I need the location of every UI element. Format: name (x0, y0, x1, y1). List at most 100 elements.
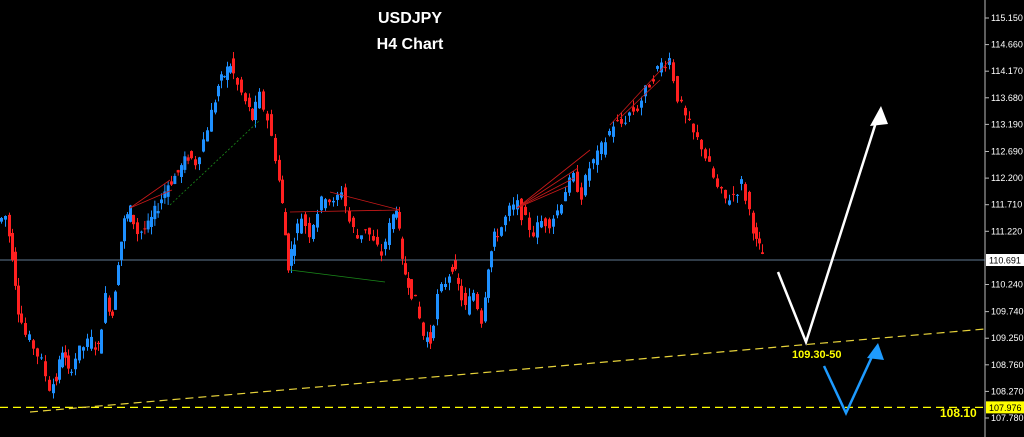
candle-body (384, 241, 387, 250)
lower-level-label: 107.976 (989, 403, 1022, 413)
candle-body (395, 210, 398, 218)
candle-body (220, 74, 223, 81)
candle-body (123, 218, 126, 242)
candle-body (328, 199, 331, 203)
candle-body (223, 76, 226, 78)
candle-body (316, 213, 319, 228)
pattern-line (516, 185, 569, 209)
candle-body (240, 79, 243, 93)
candle-body (40, 357, 43, 359)
candle-body (160, 199, 163, 204)
candle-body (490, 251, 493, 268)
candle-body (414, 294, 417, 297)
candle-body (270, 114, 273, 136)
candle-body (524, 206, 527, 215)
candle-body (48, 379, 51, 391)
candle-body (596, 150, 599, 165)
candle-body (516, 200, 519, 210)
candle-body (281, 179, 284, 204)
y-tick-label: 113.190 (991, 119, 1023, 129)
support-level-label: 108.10 (940, 406, 977, 420)
candle-body (97, 342, 100, 345)
candle-body (364, 229, 367, 231)
y-tick-label: 111.710 (991, 200, 1022, 210)
candle-body (572, 173, 575, 182)
candle-body (114, 291, 117, 310)
y-tick-label: 112.690 (991, 147, 1023, 157)
candle-body (24, 323, 27, 335)
candle-body (644, 85, 647, 97)
y-tick-label: 110.240 (991, 279, 1023, 289)
candle-body (44, 361, 47, 377)
candle-body (202, 139, 205, 152)
candle-body (20, 313, 23, 323)
chart-title: USDJPY (377, 10, 443, 27)
candle-body (226, 66, 229, 80)
candle-body (254, 101, 257, 121)
candle-body (744, 184, 747, 201)
candle-body (560, 204, 563, 214)
candle-body (672, 62, 675, 82)
candle-body (732, 193, 735, 195)
candle-body (464, 292, 467, 306)
candle-body (36, 348, 39, 357)
candle-body (352, 217, 355, 228)
candle-body (64, 352, 67, 358)
candle-body (336, 194, 339, 200)
candle-body (217, 85, 220, 97)
candle-body (198, 157, 201, 165)
candle-body (284, 212, 287, 236)
candle-body (173, 175, 177, 184)
candle-body (688, 118, 691, 121)
pattern-line (289, 209, 401, 213)
candle-body (332, 200, 335, 203)
candle-body (28, 334, 31, 340)
candle-body (262, 91, 265, 110)
candle-body (752, 212, 755, 234)
candle-body (132, 214, 135, 225)
candle-body (708, 156, 711, 162)
candle-body (266, 113, 269, 121)
candle-body (426, 337, 429, 342)
candle-body (136, 222, 139, 235)
candle-body (536, 222, 539, 238)
candle-body (244, 93, 247, 102)
candle-body (17, 285, 20, 315)
candle-body (632, 107, 635, 112)
candle-body (592, 159, 595, 164)
candle-body (755, 227, 758, 239)
candle-body (604, 142, 607, 155)
arrow-head-blue (867, 343, 884, 360)
candle-body (278, 159, 281, 181)
candle-body (584, 175, 587, 196)
candle-body (656, 66, 659, 69)
candle-body (166, 185, 170, 197)
candle-body (740, 179, 743, 184)
candle-body (660, 62, 663, 73)
candle-body (190, 151, 193, 159)
candle-body (716, 178, 719, 187)
candle-body (556, 210, 559, 216)
candle-body (156, 211, 160, 214)
candle-body (429, 332, 432, 344)
candle-body (8, 214, 11, 237)
candle-body (368, 227, 371, 235)
candle-body (704, 149, 707, 159)
candle-body (117, 265, 120, 285)
candle-body (407, 278, 410, 288)
candle-body (248, 97, 251, 107)
y-tick-label: 113.680 (991, 93, 1023, 103)
candle-body (236, 78, 239, 85)
candle-body (140, 231, 143, 233)
candle-body (372, 236, 375, 241)
pattern-line (516, 149, 591, 209)
candle-body (624, 122, 627, 124)
candle-body (74, 358, 77, 370)
chart-subtitle: H4 Chart (376, 36, 444, 53)
y-tick-label: 111.220 (991, 226, 1022, 236)
y-tick-label: 112.200 (991, 173, 1023, 183)
candle-body (401, 238, 404, 259)
candle-body (0, 217, 3, 222)
candle-body (348, 210, 351, 222)
